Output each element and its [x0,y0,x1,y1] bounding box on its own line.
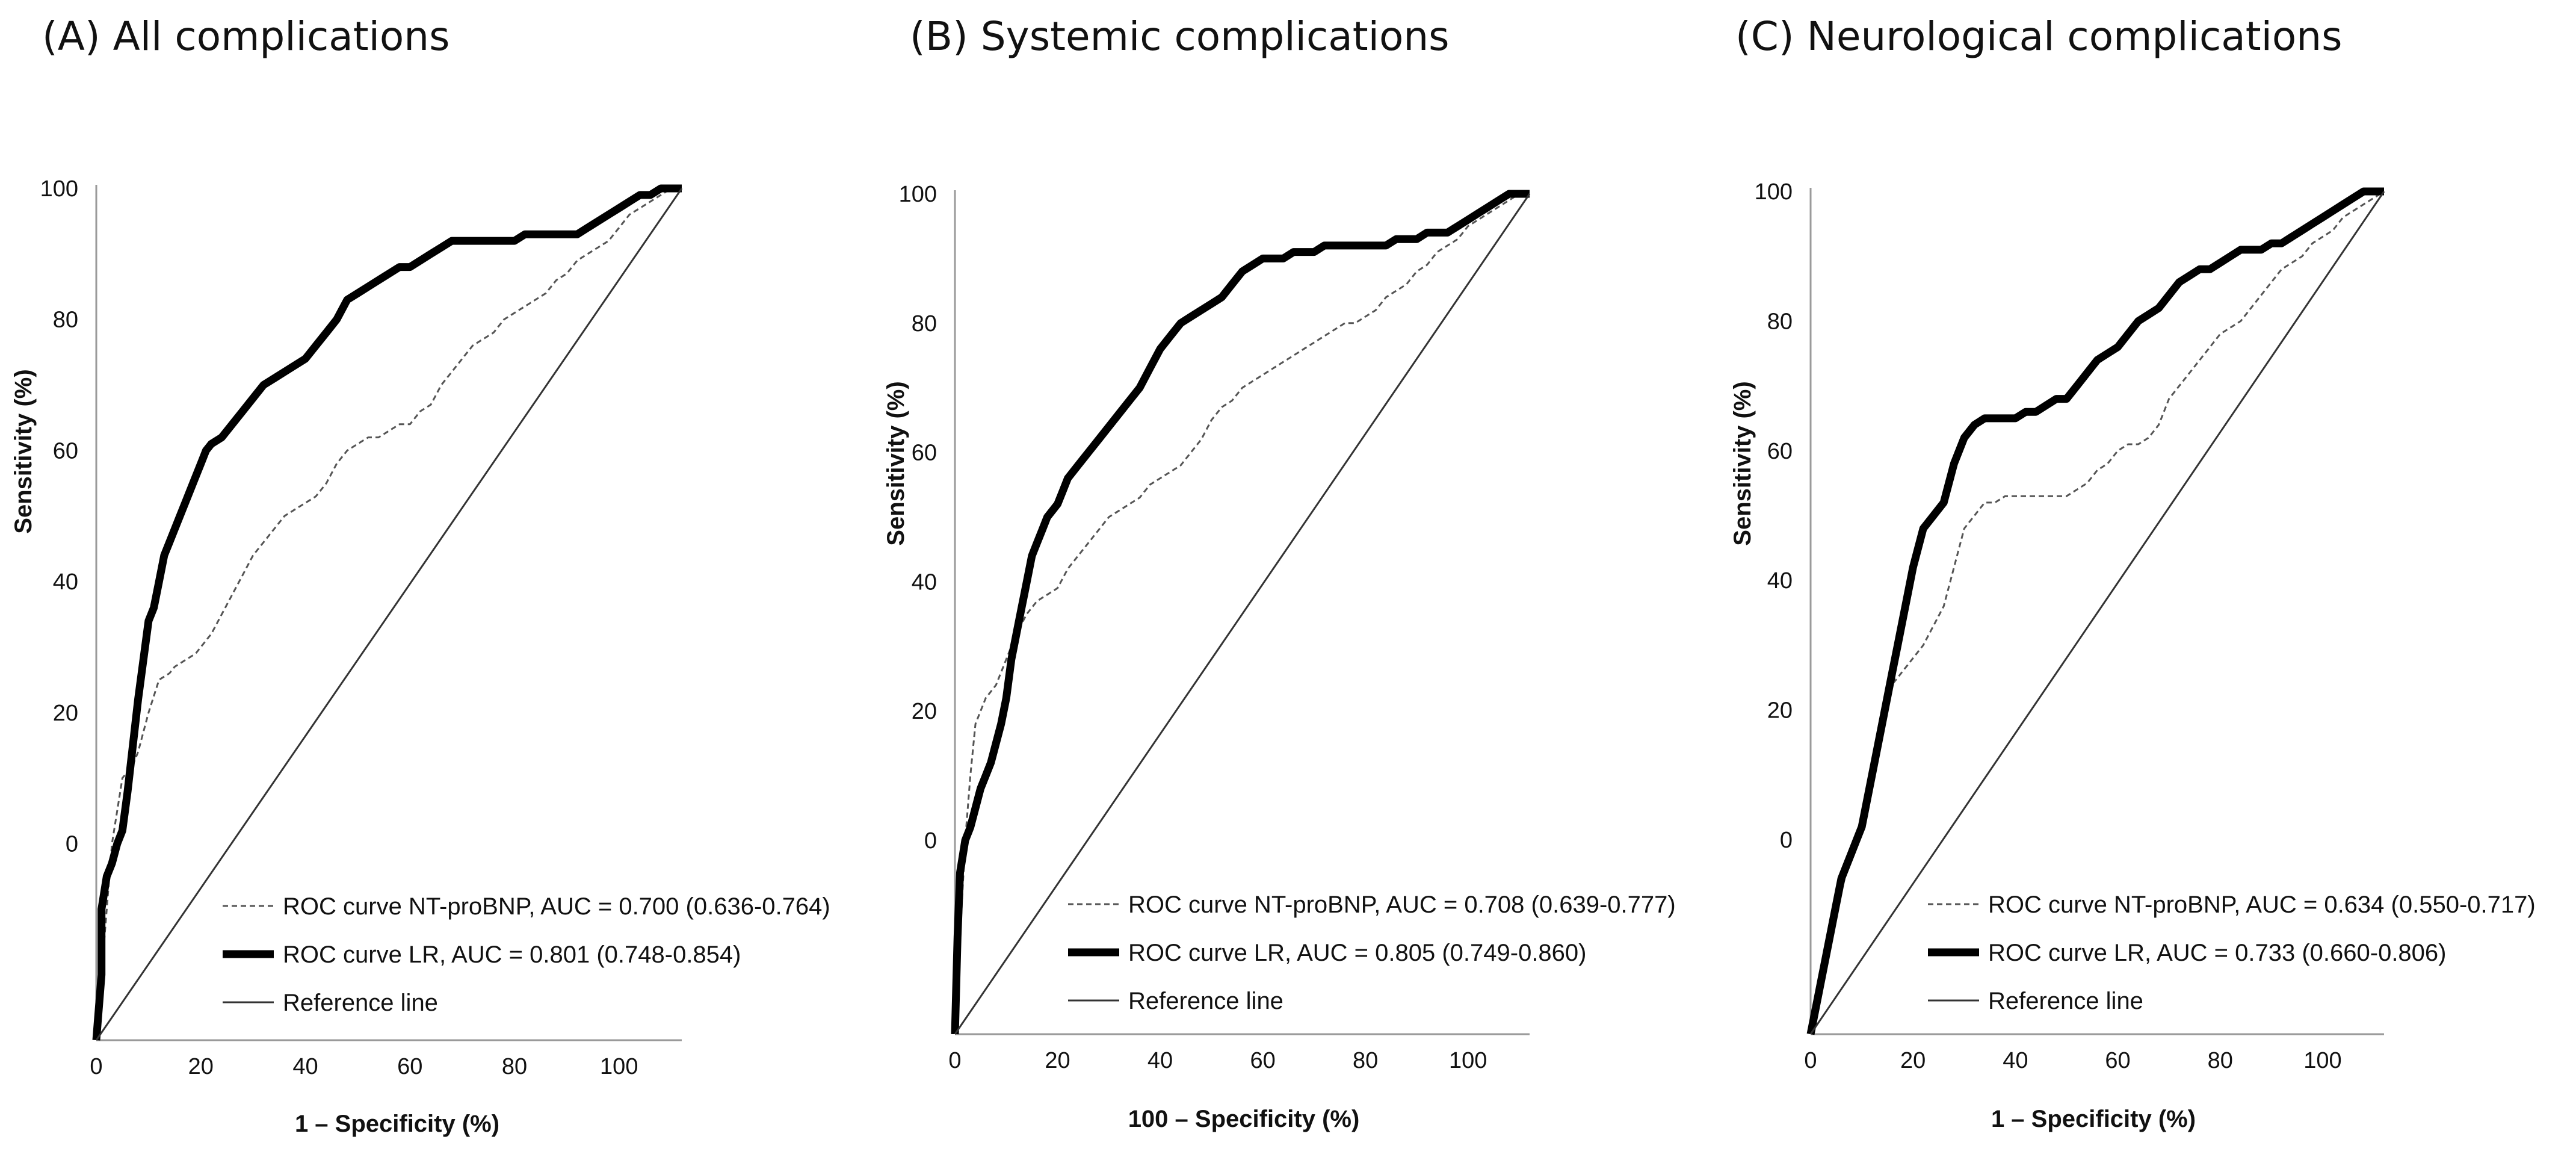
y-axis-label: Sensitivity (%) [10,369,37,533]
x-tick-label: 60 [1250,1048,1275,1073]
x-tick-label: 20 [1900,1048,1926,1073]
x-tick-label: 100 [600,1054,638,1079]
y-tick-label: 100 [1755,179,1793,205]
legend-entry: ROC curve NT-proBNP, AUC = 0.708 (0.639-… [1128,892,1676,918]
y-tick-label: 20 [53,701,78,726]
y-tick-label: 0 [1780,828,1793,853]
x-axis-label: 1 – Specificity (%) [1991,1106,2196,1132]
x-axis-label: 1 – Specificity (%) [295,1111,499,1137]
x-tick-label: 0 [90,1054,102,1079]
chart-panel-a: (A) All complications 0 20 40 60 80 100 0 20 40 6… [0,0,859,1163]
y-tick-label: 0 [924,828,937,854]
x-tick-label: 80 [2208,1048,2233,1073]
x-tick-label: 20 [1045,1048,1070,1073]
chart-panel-b: (B) Systemic complications 0 20 40 60 80 100 0… [859,0,1717,1163]
legend-entry: ROC curve NT-proBNP, AUC = 0.634 (0.550-… [1988,892,2536,918]
x-tick-label: 80 [1353,1048,1378,1073]
x-axis-label: 100 – Specificity (%) [1128,1106,1360,1132]
y-tick-label: 20 [1767,698,1793,724]
y-tick-label: 100 [899,182,937,207]
x-tick-label: 60 [397,1054,422,1079]
y-axis-label: Sensitivity (%) [883,381,909,545]
series-line-dashed [95,187,682,1041]
series-line-thin [95,188,683,1041]
x-tick-label: 20 [188,1054,214,1079]
series-line-thin [954,193,1531,1035]
x-tick-label: 0 [1804,1048,1817,1073]
series-line-thick [92,184,682,1041]
y-tick-label: 0 [66,831,78,857]
series-line-dashed [954,193,1530,1035]
y-tick-label: 40 [1767,568,1793,594]
chart-title: (C) Neurological complications [1735,13,2343,60]
chart-panel-c: (C) Neurological complications 0 20 40 60 80… [1717,0,2576,1163]
roc-chart-a: 0 20 40 60 80 100 0 20 40 60 80 100 1 – Specificity … [10,176,830,1137]
x-tick-label: 100 [2303,1048,2341,1073]
y-axis-label: Sensitivity (%) [1729,381,1756,545]
y-tick-label: 20 [912,699,937,724]
chart-title: (B) Systemic complications [910,13,1450,60]
series-line-thick [1806,187,2384,1035]
x-tick-label: 100 [1449,1048,1487,1073]
x-tick-label: 0 [948,1048,961,1073]
chart-title: (A) All complications [42,13,450,60]
y-tick-label: 60 [1767,439,1793,464]
x-tick-label: 60 [2105,1048,2130,1073]
legend-entry: ROC curve LR, AUC = 0.733 (0.660-0.806) [1988,940,2446,966]
x-tick-label: 40 [292,1054,318,1079]
y-tick-label: 80 [912,311,937,336]
x-tick-label: 40 [2003,1048,2028,1073]
roc-chart-c: 0 20 40 60 80 100 0 20 40 60 80 100 1 – Specificity … [1729,179,2536,1132]
legend-entry: Reference line [283,990,438,1016]
series-line-thin [1809,191,2385,1035]
y-tick-label: 60 [53,438,78,464]
y-tick-label: 80 [1767,309,1793,334]
series-line-thick [951,190,1530,1035]
y-tick-label: 80 [53,308,78,333]
x-tick-label: 40 [1147,1048,1173,1073]
y-tick-label: 60 [912,441,937,466]
y-tick-label: 40 [912,569,937,595]
legend-entry: ROC curve LR, AUC = 0.805 (0.749-0.860) [1128,940,1586,966]
legend-entry: ROC curve LR, AUC = 0.801 (0.748-0.854) [283,941,741,968]
roc-chart-b: 0 20 40 60 80 100 0 20 40 60 80 100 100 – Specificit… [883,182,1676,1132]
legend-entry: Reference line [1988,988,2143,1014]
x-tick-label: 80 [502,1054,527,1079]
y-tick-label: 40 [53,569,78,595]
legend-entry: ROC curve NT-proBNP, AUC = 0.700 (0.636-… [283,893,830,920]
y-tick-label: 100 [40,176,78,202]
legend-entry: Reference line [1128,988,1283,1014]
